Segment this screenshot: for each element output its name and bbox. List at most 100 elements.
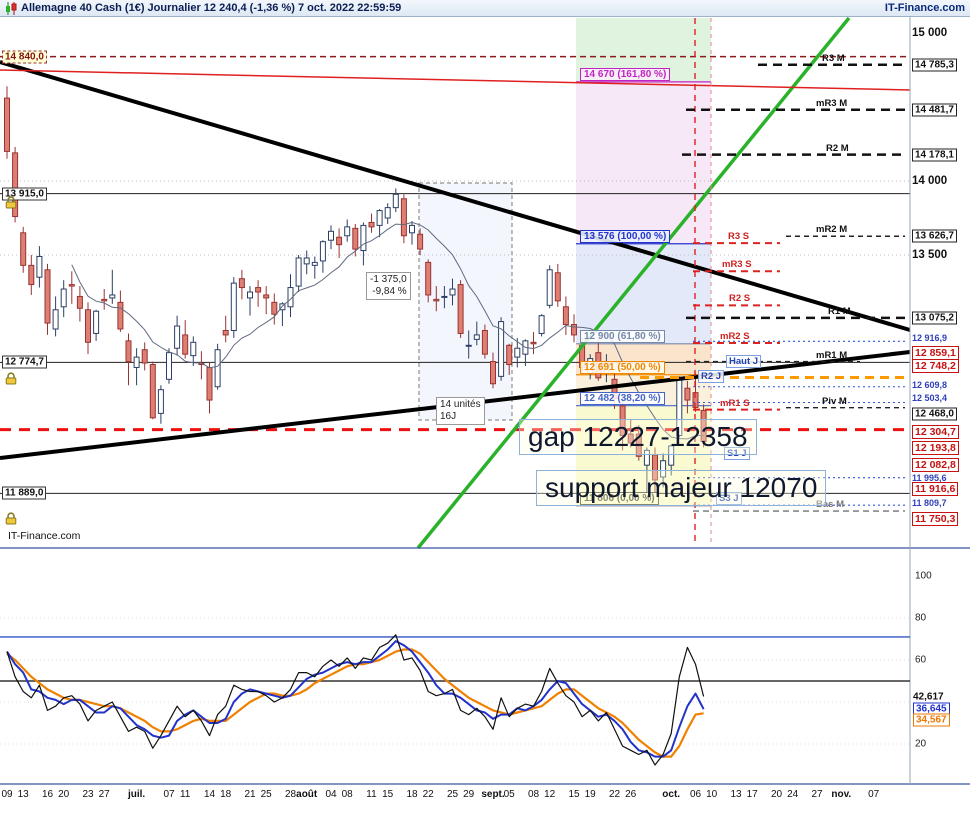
candle-body — [271, 301, 278, 315]
pivot-label: R2 J — [698, 370, 725, 384]
fib-zone — [576, 405, 711, 506]
date-tick-label: 18 — [406, 789, 418, 800]
candle-body — [303, 257, 310, 265]
indicator-axis-label: 20 — [915, 738, 927, 750]
candle-body — [76, 295, 83, 309]
indicator-value-label: 42,617 — [913, 691, 944, 702]
candle-body — [530, 341, 537, 345]
candle-body — [473, 334, 480, 340]
candle-body — [360, 224, 367, 252]
date-tick-label: oct. — [662, 789, 681, 800]
date-tick-label: 13 — [17, 789, 29, 800]
candle-body — [498, 321, 505, 377]
price-axis-label: 12 503,4 — [912, 393, 948, 404]
candle-body — [392, 193, 399, 209]
date-tick-label: 21 — [244, 789, 256, 800]
date-tick-label: 28 — [284, 789, 297, 800]
date-tick-label: 09 — [1, 789, 13, 800]
candle-body — [214, 349, 221, 388]
price-axis-label: 14 785,3 — [912, 58, 957, 72]
units-label[interactable]: 14 unités 16J — [436, 397, 485, 425]
fib-level-label[interactable]: 13 576 (100,00 %) — [580, 229, 671, 243]
candle-body — [409, 224, 415, 234]
price-axis-label: 14 178,1 — [912, 148, 957, 162]
price-axis-label: 12 609,8 — [912, 379, 948, 390]
date-tick-label: 07 — [868, 789, 880, 800]
price-axis-label: 11 809,7 — [912, 498, 947, 509]
candle-body — [101, 298, 108, 302]
measure-units: 14 unités — [440, 399, 481, 410]
price-axis-label: 13 500 — [912, 249, 948, 261]
pivot-label: R2 S — [729, 293, 751, 305]
date-tick-label: 19 — [584, 789, 596, 800]
date-tick-label: 17 — [746, 789, 758, 800]
candle-body — [684, 387, 691, 401]
lock-icon[interactable] — [4, 196, 18, 214]
price-axis-label: 12 193,8 — [912, 441, 959, 456]
fib-level-label[interactable]: 14 670 (161,80 %) — [580, 67, 671, 81]
candle-body — [238, 278, 245, 289]
candle-body — [263, 294, 270, 299]
indicator-value-label: 34,567 — [913, 713, 950, 727]
date-tick-label: 14 — [203, 789, 216, 800]
date-tick-label: 22 — [608, 789, 621, 800]
fib-level-label[interactable]: 11 806 (0,00 %) — [580, 491, 659, 505]
pivot-label: mR3 M — [816, 97, 848, 109]
annotation-support[interactable]: support majeur 12070 — [536, 470, 827, 506]
candle-body — [627, 433, 634, 444]
candle-body — [490, 361, 496, 385]
date-tick-label: 25 — [260, 789, 272, 800]
descending-trendline[interactable] — [0, 60, 911, 332]
price-axis-label: 12 916,9 — [912, 333, 948, 344]
candle-body — [117, 301, 124, 330]
measure-period: 16J — [440, 411, 457, 422]
fib-level-label[interactable]: 12 900 (61,80 %) — [580, 329, 665, 343]
lock-icon[interactable] — [4, 372, 18, 390]
price-axis-label: 14 000 — [912, 175, 948, 187]
date-tick-label: 20 — [770, 789, 783, 800]
date-tick-label: 26 — [625, 789, 637, 800]
measure-label[interactable]: -1 375,0 -9,84 % — [366, 272, 411, 300]
pivot-label: mR1 S — [720, 397, 750, 409]
date-tick-label: 10 — [706, 789, 718, 800]
level-label: 13 915,0 — [2, 187, 47, 201]
pivot-label: Haut J — [726, 355, 762, 369]
green-trendline[interactable] — [416, 16, 851, 550]
candle-body — [190, 341, 197, 357]
level-label: 11 889,0 — [2, 486, 47, 500]
indicator-axis-label: 80 — [915, 612, 927, 624]
candle-body — [344, 226, 351, 237]
date-tick-label: 18 — [220, 789, 232, 800]
pivot-label: R3 M — [822, 52, 845, 64]
price-axis-label: 15 000 — [912, 27, 948, 39]
date-tick-label: août — [296, 789, 318, 800]
candle-body — [562, 306, 569, 326]
candle-body — [247, 291, 253, 299]
pivot-label: S1 J — [724, 447, 750, 461]
date-tick-label: 13 — [730, 789, 742, 800]
candle-body — [319, 241, 326, 262]
candle-body — [85, 309, 91, 343]
candle-body — [166, 352, 172, 380]
watermark: IT-Finance.com — [6, 530, 83, 542]
lock-icon[interactable] — [4, 512, 18, 530]
red-trendline[interactable] — [0, 69, 911, 91]
candle-body — [141, 349, 148, 364]
pivot-label: Bas M — [816, 499, 844, 511]
date-tick-label: 27 — [811, 789, 823, 800]
candle-body — [506, 344, 513, 366]
fib-level-label[interactable]: 12 691 (50,00 %) — [580, 360, 665, 374]
pivot-label: mR3 S — [722, 259, 752, 271]
pivot-label: mR1 M — [816, 349, 848, 361]
candle-body — [222, 329, 229, 336]
level-label: 14 840,0 — [2, 50, 47, 64]
annotation-gap[interactable]: gap 12227-12358 — [519, 419, 757, 455]
candle-body — [571, 324, 577, 336]
candle-body — [44, 269, 51, 324]
brand-link[interactable]: IT-Finance.com — [884, 2, 965, 14]
candle-body — [368, 221, 375, 228]
candle-body — [93, 310, 100, 334]
measure-rectangle[interactable] — [418, 182, 513, 421]
fib-level-label[interactable]: 12 482 (38,20 %) — [580, 391, 665, 405]
